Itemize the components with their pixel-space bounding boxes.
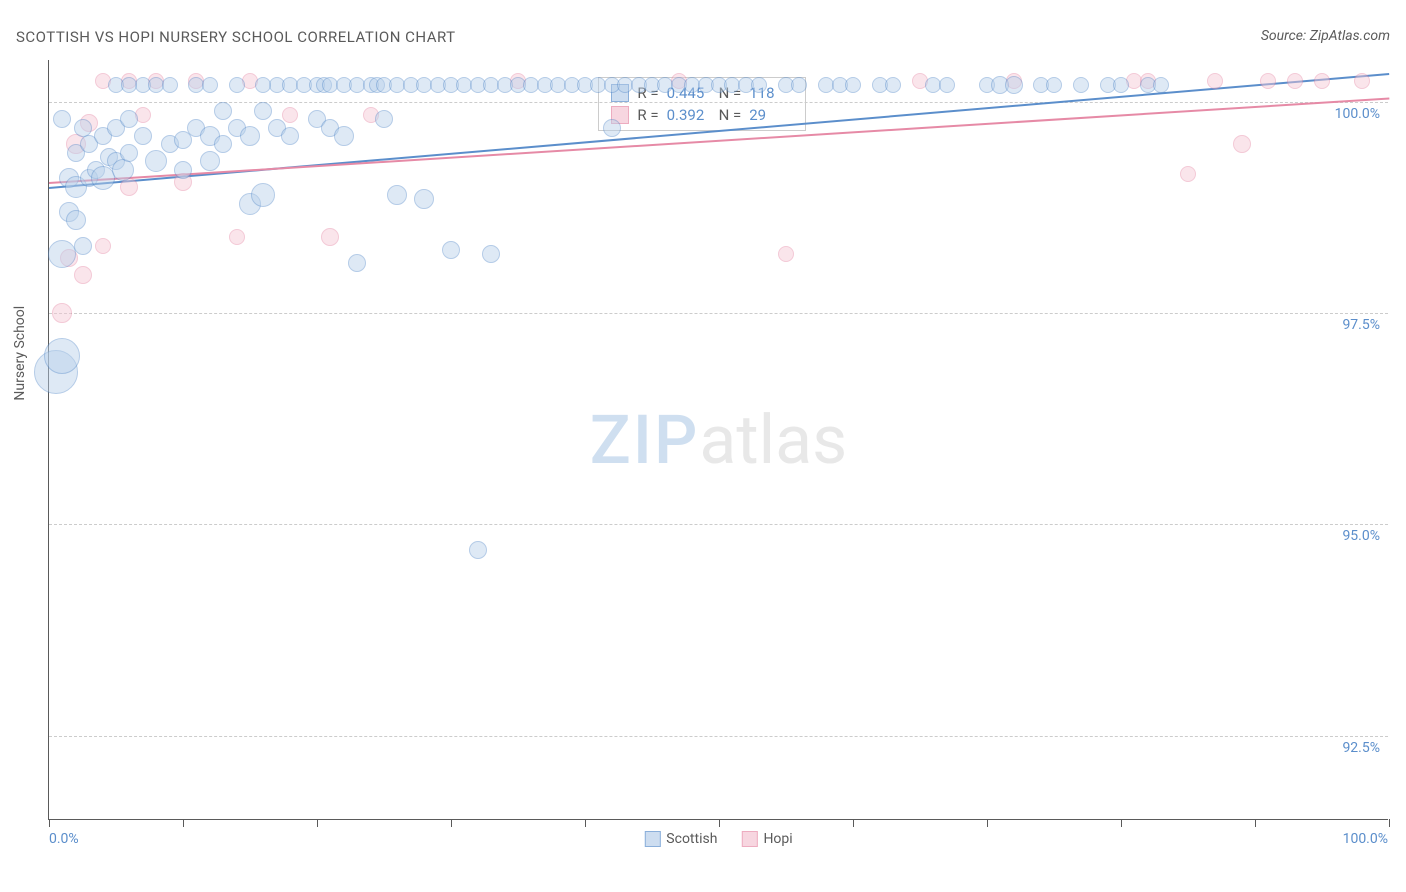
x-tick bbox=[1389, 819, 1390, 827]
x-axis-max-label: 100.0% bbox=[1343, 831, 1388, 847]
bubble-scottish bbox=[1113, 77, 1129, 93]
y-tick-label: 92.5% bbox=[1342, 740, 1380, 756]
bubble-scottish bbox=[44, 338, 80, 374]
bubble-hopi bbox=[1207, 73, 1223, 89]
bubble-scottish bbox=[885, 77, 901, 93]
bubble-scottish bbox=[334, 126, 354, 146]
bubble-scottish bbox=[469, 541, 487, 559]
bubble-scottish bbox=[202, 77, 218, 93]
bubble-hopi bbox=[95, 238, 111, 254]
bubble-scottish bbox=[214, 135, 232, 153]
bubble-hopi bbox=[1260, 73, 1276, 89]
bubble-scottish bbox=[120, 110, 138, 128]
bubble-hopi bbox=[1180, 166, 1196, 182]
bubble-scottish bbox=[112, 159, 134, 181]
bubble-scottish bbox=[1073, 77, 1089, 93]
bubble-scottish bbox=[939, 77, 955, 93]
legend-label: Scottish bbox=[666, 831, 717, 847]
bubble-scottish bbox=[603, 119, 621, 137]
y-tick-label: 97.5% bbox=[1342, 317, 1380, 333]
gridline bbox=[49, 313, 1388, 314]
bubble-scottish bbox=[482, 245, 500, 263]
chart-source: Source: ZipAtlas.com bbox=[1261, 28, 1390, 44]
stats-n-label: N = bbox=[719, 106, 742, 124]
x-tick bbox=[585, 819, 586, 827]
bubble-scottish bbox=[229, 77, 245, 93]
legend-item-scottish: Scottish bbox=[644, 831, 717, 847]
x-tick bbox=[49, 819, 50, 827]
y-tick-label: 95.0% bbox=[1342, 528, 1380, 544]
bubble-scottish bbox=[375, 110, 393, 128]
bubble-hopi bbox=[1233, 135, 1251, 153]
x-tick bbox=[987, 819, 988, 827]
bubble-scottish bbox=[74, 237, 92, 255]
stats-r-value: 0.392 bbox=[667, 106, 711, 124]
bubble-scottish bbox=[255, 77, 271, 93]
stats-n-value: 29 bbox=[749, 106, 793, 124]
bubble-scottish bbox=[162, 77, 178, 93]
bubble-scottish bbox=[240, 126, 260, 146]
bubble-scottish bbox=[1153, 77, 1169, 93]
bubble-hopi bbox=[74, 266, 92, 284]
bubble-scottish bbox=[134, 127, 152, 145]
bubble-scottish bbox=[74, 119, 92, 137]
x-tick bbox=[853, 819, 854, 827]
bubble-scottish bbox=[791, 77, 807, 93]
bubble-scottish bbox=[214, 102, 232, 120]
watermark: ZIPatlas bbox=[590, 400, 848, 480]
x-tick bbox=[719, 819, 720, 827]
bubble-hopi bbox=[321, 228, 339, 246]
legend-label: Hopi bbox=[763, 831, 792, 847]
y-axis-label: Nursery School bbox=[12, 306, 28, 401]
bubble-scottish bbox=[66, 210, 86, 230]
bubble-scottish bbox=[200, 151, 220, 171]
bubble-hopi bbox=[1287, 73, 1303, 89]
bubble-scottish bbox=[121, 77, 137, 93]
plot-area: ZIPatlas 0.0% 100.0% ScottishHopi R =0.4… bbox=[48, 60, 1388, 820]
chart-title: SCOTTISH VS HOPI NURSERY SCHOOL CORRELAT… bbox=[16, 28, 456, 46]
gridline bbox=[49, 102, 1388, 103]
bubble-scottish bbox=[414, 189, 434, 209]
bottom-legend: Scottish Hopi bbox=[644, 831, 792, 847]
bubble-scottish bbox=[442, 241, 460, 259]
bubble-scottish bbox=[174, 161, 192, 179]
gridline bbox=[49, 736, 1388, 737]
x-tick bbox=[451, 819, 452, 827]
bubble-scottish bbox=[254, 102, 272, 120]
bubble-scottish bbox=[145, 150, 167, 172]
bubble-scottish bbox=[845, 77, 861, 93]
bubble-scottish bbox=[53, 110, 71, 128]
bubble-hopi bbox=[52, 303, 72, 323]
bubble-scottish bbox=[120, 144, 138, 162]
x-axis-min-label: 0.0% bbox=[49, 831, 79, 847]
bubble-scottish bbox=[751, 77, 767, 93]
legend-item-hopi: Hopi bbox=[741, 831, 792, 847]
bubble-scottish bbox=[387, 185, 407, 205]
bubble-scottish bbox=[48, 240, 76, 268]
x-tick bbox=[1255, 819, 1256, 827]
legend-swatch bbox=[741, 831, 757, 847]
legend-swatch bbox=[644, 831, 660, 847]
stats-r-label: R = bbox=[637, 106, 658, 124]
gridline bbox=[49, 524, 1388, 525]
bubble-hopi bbox=[1314, 73, 1330, 89]
x-tick bbox=[1121, 819, 1122, 827]
bubble-scottish bbox=[281, 127, 299, 145]
bubble-hopi bbox=[1354, 73, 1370, 89]
bubble-scottish bbox=[1005, 76, 1023, 94]
stats-row-hopi: R = 0.392 N = 29 bbox=[599, 104, 805, 126]
y-tick-label: 100.0% bbox=[1335, 106, 1380, 122]
x-tick bbox=[183, 819, 184, 827]
bubble-hopi bbox=[778, 246, 794, 262]
bubble-hopi bbox=[282, 107, 298, 123]
x-tick bbox=[317, 819, 318, 827]
bubble-scottish bbox=[251, 183, 275, 207]
bubble-scottish bbox=[348, 254, 366, 272]
bubble-hopi bbox=[229, 229, 245, 245]
bubble-scottish bbox=[1046, 77, 1062, 93]
